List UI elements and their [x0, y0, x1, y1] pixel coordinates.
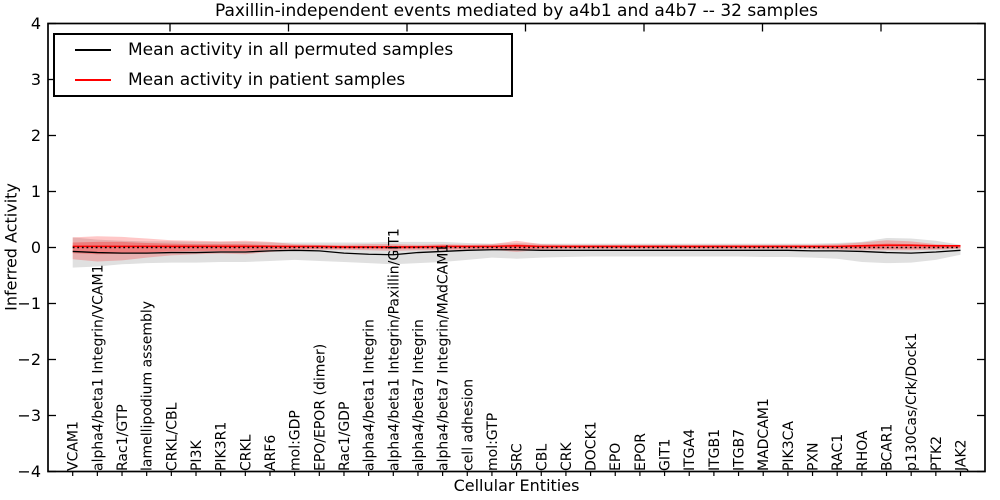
x-tick-label: ITGB1	[707, 429, 723, 471]
y-tick-label: −1	[17, 294, 41, 313]
y-tick-label: 0	[31, 238, 41, 257]
chart-title: Paxillin-independent events mediated by …	[214, 1, 819, 21]
x-tick-label: alpha4/beta7 Integrin	[411, 319, 427, 471]
legend: Mean activity in all permuted samples Me…	[53, 33, 513, 97]
x-tick-label: alpha4/beta1 Integrin/Paxillin/GIT1	[386, 228, 402, 471]
band-permuted-range	[72, 237, 961, 268]
legend-label-permuted: Mean activity in all permuted samples	[128, 40, 454, 61]
x-tick-label: mol:GDP	[288, 410, 304, 471]
y-tick-label: −3	[17, 406, 41, 425]
x-tick-label: p130Cas/Crk/Dock1	[904, 333, 920, 471]
x-tick-label: PXN	[806, 442, 822, 471]
x-tick-label: PIK3CA	[781, 421, 797, 471]
legend-label-patient: Mean activity in patient samples	[128, 69, 406, 90]
x-tick-label: VCAM1	[66, 421, 82, 471]
series-line-mean-activity-in-all-permuted-samples	[72, 249, 961, 256]
x-tick-label: Rac1/GDP	[337, 402, 353, 471]
x-tick-label: DOCK1	[584, 421, 600, 471]
y-tick-label: −4	[17, 462, 41, 481]
x-tick-label: lamellipodium assembly	[140, 301, 156, 471]
y-tick-label: 2	[31, 126, 41, 145]
x-tick-label: EPO	[608, 443, 624, 471]
series-line-mean-activity-in-patient-samples	[72, 244, 961, 248]
axes-border	[47, 22, 986, 473]
x-tick-label: ITGA4	[682, 429, 698, 471]
x-axis-label: Cellular Entities	[453, 476, 580, 495]
x-tick-label: alpha4/beta1 Integrin/VCAM1	[90, 265, 106, 472]
x-tick-label: CBL	[534, 444, 550, 471]
x-tick-label: PI3K	[189, 440, 205, 471]
legend-line-permuted-icon	[75, 49, 111, 52]
x-tick-label: alpha4/beta7 Integrin/MAdCAM1	[436, 244, 452, 471]
x-tick-label: EPOR	[633, 433, 649, 471]
x-tick-label: cell adhesion	[460, 379, 476, 471]
y-tick-label: 1	[31, 182, 41, 201]
x-tick-label: ITGB7	[732, 429, 748, 471]
x-tick-label: alpha4/beta1 Integrin	[362, 319, 378, 471]
x-tick-label: CRKL/CBL	[164, 402, 180, 471]
legend-item-permuted: Mean activity in all permuted samples	[55, 36, 511, 64]
x-tick-label: EPO/EPOR (dimer)	[312, 344, 328, 471]
y-axis-label: Inferred Activity	[1, 183, 21, 311]
x-tick-label: SRC	[510, 443, 526, 471]
x-tick-label: BCAR1	[880, 424, 896, 471]
x-tick-label: RAC1	[830, 434, 846, 471]
x-tick-label: CRK	[559, 441, 575, 471]
x-tick-label: PIK3R1	[214, 422, 230, 471]
x-tick-label: GIT1	[658, 439, 674, 471]
x-tick-label: JAK2	[954, 439, 970, 472]
x-tick-label: MADCAM1	[756, 398, 772, 471]
x-tick-label: CRKL	[238, 434, 254, 471]
band-patient-core	[72, 241, 961, 255]
legend-line-patient-icon	[75, 78, 111, 81]
x-tick-label: ARF6	[263, 435, 279, 471]
x-tick-label: RHOA	[855, 430, 871, 471]
y-tick-label: 3	[31, 70, 41, 89]
legend-item-patient: Mean activity in patient samples	[55, 66, 511, 94]
band-patient-range	[72, 236, 961, 262]
y-tick-label: 4	[31, 14, 41, 33]
x-tick-label: mol:GTP	[485, 413, 501, 471]
x-tick-label: Rac1/GTP	[115, 404, 131, 471]
y-tick-label: −2	[17, 350, 41, 369]
x-tick-label: PTK2	[929, 436, 945, 471]
